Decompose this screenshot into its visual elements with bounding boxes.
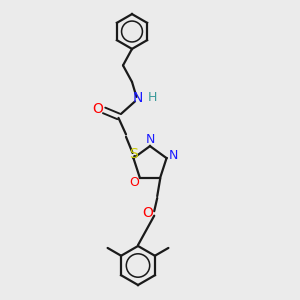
Text: H: H (148, 91, 157, 104)
Text: N: N (169, 148, 178, 162)
Text: N: N (145, 133, 155, 146)
Text: N: N (133, 92, 143, 105)
Text: O: O (142, 206, 153, 220)
Text: O: O (92, 102, 103, 116)
Text: S: S (129, 147, 138, 161)
Text: O: O (129, 176, 139, 189)
